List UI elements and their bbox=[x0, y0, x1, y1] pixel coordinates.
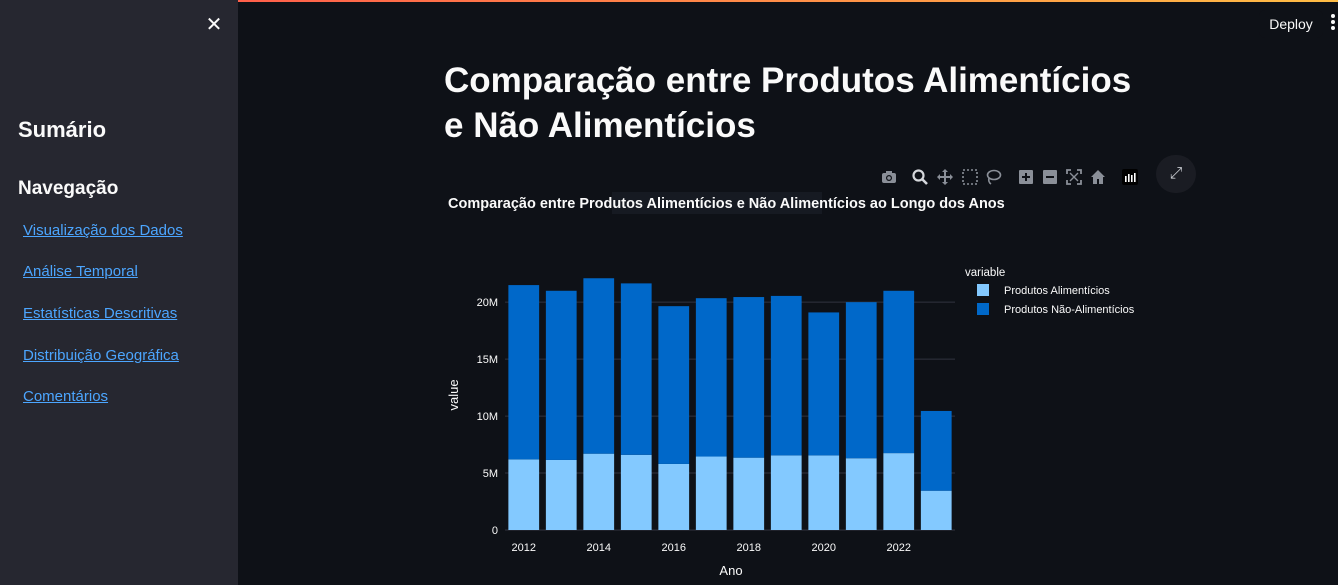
bar-nao-alimenticios-2014[interactable] bbox=[583, 278, 615, 454]
bar-alimenticios-2019[interactable] bbox=[770, 455, 802, 530]
bar-alimenticios-2015[interactable] bbox=[620, 454, 652, 530]
legend-swatch[interactable] bbox=[977, 303, 989, 315]
lasso-icon[interactable] bbox=[984, 168, 1002, 186]
close-icon[interactable]: ✕ bbox=[205, 14, 223, 36]
legend-title: variable bbox=[965, 267, 1005, 279]
top-decoration-bar bbox=[0, 0, 1338, 2]
bar-alimenticios-2014[interactable] bbox=[583, 453, 615, 530]
x-axis-label: Ano bbox=[719, 563, 742, 578]
y-tick-label: 5M bbox=[483, 468, 498, 480]
sidebar-summary-title: Sumário bbox=[18, 117, 107, 142]
bar-nao-alimenticios-2023[interactable] bbox=[920, 410, 952, 491]
zoom-in-icon[interactable] bbox=[1017, 168, 1035, 186]
bar-nao-alimenticios-2019[interactable] bbox=[770, 295, 802, 456]
legend-item-label[interactable]: Produtos Não-Alimentícios bbox=[1004, 304, 1135, 316]
bar-alimenticios-2021[interactable] bbox=[845, 458, 877, 530]
bar-alimenticios-2020[interactable] bbox=[808, 455, 840, 530]
bar-nao-alimenticios-2016[interactable] bbox=[658, 306, 690, 464]
bar-nao-alimenticios-2018[interactable] bbox=[733, 297, 765, 458]
bar-alimenticios-2018[interactable] bbox=[733, 457, 765, 530]
bar-nao-alimenticios-2015[interactable] bbox=[620, 283, 652, 455]
zoom-icon[interactable] bbox=[911, 168, 929, 186]
sidebar-link-visualizacao[interactable]: Visualização dos Dados bbox=[23, 222, 183, 239]
y-tick-label: 15M bbox=[477, 354, 498, 366]
bar-nao-alimenticios-2013[interactable] bbox=[545, 290, 577, 460]
bar-alimenticios-2023[interactable] bbox=[920, 490, 952, 530]
y-tick-label: 0 bbox=[492, 525, 498, 537]
plotly-logo-icon[interactable] bbox=[1121, 168, 1139, 186]
box-select-icon[interactable] bbox=[961, 168, 979, 186]
bar-alimenticios-2017[interactable] bbox=[695, 456, 727, 530]
x-tick-label: 2012 bbox=[512, 542, 536, 554]
page-title: Comparação entre Produtos Alimentícios e… bbox=[444, 61, 1132, 145]
pan-icon[interactable] bbox=[936, 168, 954, 186]
x-tick-label: 2018 bbox=[737, 542, 761, 554]
bar-alimenticios-2016[interactable] bbox=[658, 463, 690, 530]
x-tick-label: 2016 bbox=[662, 542, 686, 554]
sidebar: ✕ Sumário Navegação Visualização dos Dad… bbox=[0, 0, 238, 585]
bar-alimenticios-2012[interactable] bbox=[508, 459, 540, 530]
y-tick-label: 20M bbox=[477, 297, 498, 309]
y-tick-label: 10M bbox=[477, 411, 498, 423]
bar-nao-alimenticios-2012[interactable] bbox=[508, 285, 540, 460]
autoscale-icon[interactable] bbox=[1065, 168, 1083, 186]
vertical-dots-icon[interactable] bbox=[1329, 12, 1337, 36]
bar-alimenticios-2022[interactable] bbox=[883, 453, 915, 530]
camera-icon[interactable] bbox=[880, 168, 898, 186]
fullscreen-expand-icon[interactable]: ⤢ bbox=[1156, 155, 1196, 193]
x-tick-label: 2022 bbox=[887, 542, 911, 554]
x-tick-label: 2014 bbox=[587, 542, 611, 554]
reset-axes-icon[interactable] bbox=[1089, 168, 1107, 186]
sidebar-link-distribuicao[interactable]: Distribuição Geográfica bbox=[23, 347, 179, 364]
sidebar-link-comentarios[interactable]: Comentários bbox=[23, 388, 109, 405]
chart-title-highlight bbox=[612, 192, 822, 214]
x-tick-label: 2020 bbox=[812, 542, 836, 554]
deploy-button[interactable]: Deploy bbox=[1259, 10, 1323, 38]
bar-nao-alimenticios-2017[interactable] bbox=[695, 298, 727, 457]
bar-nao-alimenticios-2021[interactable] bbox=[845, 302, 877, 459]
y-axis-label: value bbox=[446, 379, 461, 410]
sidebar-nav-title: Navegação bbox=[18, 178, 119, 199]
bar-nao-alimenticios-2020[interactable] bbox=[808, 312, 840, 456]
legend-item-label[interactable]: Produtos Alimentícios bbox=[1004, 285, 1110, 297]
sidebar-link-estatisticas[interactable]: Estatísticas Descritivas bbox=[23, 305, 178, 322]
chart-title: Comparação entre Produtos Alimentícios e… bbox=[448, 196, 1005, 212]
sidebar-link-analise-temporal[interactable]: Análise Temporal bbox=[23, 263, 138, 280]
legend-swatch[interactable] bbox=[977, 284, 989, 296]
bar-alimenticios-2013[interactable] bbox=[545, 459, 577, 530]
zoom-out-icon[interactable] bbox=[1041, 168, 1059, 186]
bar-nao-alimenticios-2022[interactable] bbox=[883, 290, 915, 454]
